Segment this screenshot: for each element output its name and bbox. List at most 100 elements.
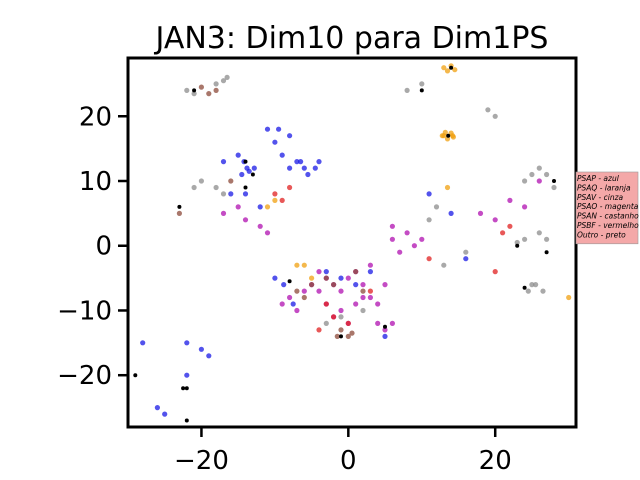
point-outro-16: [419, 88, 424, 93]
point-psap-24: [140, 340, 146, 346]
point-psan-14: [228, 178, 234, 184]
point-psav-2: [213, 81, 219, 87]
point-psao-15: [360, 294, 366, 301]
point-psap-20: [257, 204, 263, 210]
point-psap-38: [353, 282, 359, 288]
point-psan-6: [198, 84, 204, 90]
point-outro-4: [339, 334, 343, 339]
point-psap-3: [246, 168, 252, 174]
point-psap-34: [448, 210, 454, 216]
point-psbf-6: [345, 320, 351, 326]
point-outro-9: [522, 285, 527, 290]
y-tick-label-1: −10: [57, 296, 112, 326]
point-psap-11: [294, 159, 300, 165]
point-psav-23: [463, 249, 469, 255]
point-outro-7: [515, 243, 520, 248]
point-psaq-14: [294, 262, 300, 268]
point-psav-14: [544, 236, 550, 242]
point-psaq-1: [444, 68, 451, 74]
point-psao-16: [301, 288, 307, 294]
point-psao-12: [353, 301, 359, 307]
point-psap-22: [290, 301, 296, 307]
point-psao-6: [367, 294, 373, 301]
point-outro-14: [243, 185, 248, 190]
point-psav-26: [433, 204, 440, 210]
point-psav-10: [536, 165, 542, 171]
point-psav-16: [522, 236, 528, 242]
x-axis: −20 0 20: [174, 427, 512, 476]
point-psap-23: [281, 282, 287, 288]
point-psao-34: [507, 197, 513, 203]
point-psbf-10: [426, 256, 432, 262]
point-psaq-17: [301, 262, 307, 268]
point-psao-27: [294, 307, 300, 314]
point-outro-1: [446, 133, 451, 138]
point-psao-25: [389, 223, 395, 229]
point-psav-11: [544, 171, 550, 178]
data-points: [133, 63, 572, 423]
point-psap-19: [228, 191, 234, 197]
plot-frame: [126, 56, 578, 429]
legend-entry-1: PSAQ - laranja: [577, 183, 631, 192]
point-outro-18: [181, 386, 186, 391]
point-psao-3: [345, 275, 351, 281]
point-psan-5: [213, 87, 219, 93]
point-psav-24: [441, 262, 447, 268]
point-psao-22: [411, 243, 417, 249]
point-psap-29: [184, 340, 190, 346]
point-psav-15: [514, 239, 520, 246]
point-outro-5: [383, 324, 387, 329]
point-psap-36: [323, 269, 329, 275]
point-psaq-8: [448, 130, 454, 136]
point-psaq-9: [439, 133, 445, 139]
point-psao-38: [235, 204, 241, 210]
point-psav-31: [338, 314, 344, 320]
point-psap-5: [235, 152, 241, 158]
point-psbf-1: [279, 197, 285, 203]
point-psao-19: [382, 282, 388, 288]
legend-entry-4: PSAN - castanho: [577, 212, 639, 221]
point-psaq-3: [452, 67, 458, 73]
point-psbf-8: [316, 327, 322, 333]
x-tick-label-2: 20: [479, 446, 512, 476]
point-psao-24: [397, 249, 403, 255]
point-psao-30: [382, 327, 388, 333]
point-psav-9: [529, 171, 535, 178]
point-psap-31: [272, 275, 278, 281]
point-psap-18: [242, 191, 249, 197]
y-tick-label-0: −20: [57, 361, 112, 391]
legend-entry-2: PSAV - cinza: [577, 193, 624, 202]
point-outro-15: [250, 172, 255, 177]
point-psav-4: [224, 74, 230, 80]
point-psap-16: [276, 126, 282, 132]
point-psap-8: [272, 139, 278, 145]
point-psao-5: [360, 282, 366, 288]
point-psbf-0: [272, 191, 278, 197]
point-psav-19: [529, 282, 535, 288]
chart-title: JAN3: Dim10 para Dim1PS: [154, 21, 549, 56]
point-psap-15: [298, 159, 304, 165]
point-psan-15: [176, 210, 182, 216]
point-psap-14: [312, 165, 318, 171]
point-outro-12: [177, 204, 182, 209]
point-psbf-4: [507, 223, 513, 229]
point-outro-11: [184, 418, 189, 423]
point-psav-3: [220, 78, 227, 84]
point-psao-20: [389, 236, 395, 242]
point-psap-39: [367, 269, 373, 275]
point-psao-40: [257, 223, 263, 229]
point-psap-32: [382, 333, 388, 339]
point-psan-10: [360, 288, 366, 294]
point-psav-1: [191, 91, 197, 97]
point-psap-35: [463, 256, 469, 262]
point-psav-5: [198, 178, 204, 184]
point-psao-21: [404, 230, 410, 236]
legend-entry-0: PSAP - azul: [577, 174, 620, 183]
point-psav-20: [525, 288, 531, 294]
point-psan-0: [338, 327, 344, 333]
point-psao-11: [338, 307, 344, 314]
y-tick-label-2: 0: [95, 232, 112, 262]
point-psav-25: [426, 217, 432, 223]
point-psao-2: [338, 288, 344, 294]
point-psaq-15: [309, 275, 315, 281]
